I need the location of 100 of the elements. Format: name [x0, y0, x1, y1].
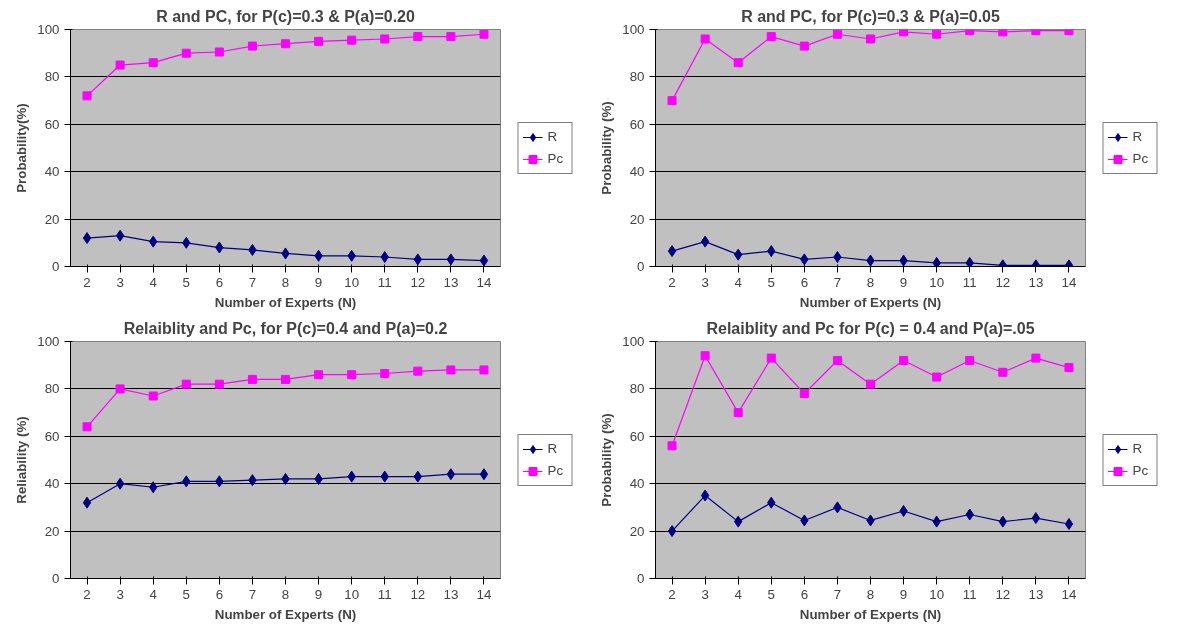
chart-title: Relaiblity and Pc, for P(c)=0.4 and P(a)=0.2 — [123, 319, 448, 337]
point — [667, 441, 677, 451]
point — [932, 29, 942, 39]
y-tick-label: 100 — [622, 334, 645, 349]
x-tick-label: 5 — [767, 274, 775, 290]
x-tick-label: 12 — [995, 586, 1011, 602]
y-tick-label: 0 — [52, 571, 60, 586]
x-tick-label: 10 — [929, 274, 945, 290]
x-tick-label: 4 — [149, 274, 158, 290]
x-tick-label: 3 — [116, 274, 124, 290]
y-axis-title: Probability(%) — [14, 103, 30, 193]
x-tick-label: 4 — [149, 586, 158, 602]
y-tick-label: 60 — [629, 428, 645, 444]
point — [479, 29, 489, 39]
point — [181, 48, 191, 58]
point — [247, 41, 257, 51]
point — [148, 58, 158, 68]
point — [214, 379, 224, 389]
x-tick-label: 7 — [248, 586, 257, 602]
point — [832, 355, 842, 365]
legend-label: R — [1132, 129, 1144, 144]
y-tick-label: 80 — [629, 69, 645, 85]
chart-title: R and PC, for P(c)=0.3 & P(a)=0.20 — [156, 7, 415, 25]
point — [932, 372, 942, 382]
point — [965, 355, 975, 365]
x-tick-label: 11 — [377, 274, 392, 290]
legend-label: Pc — [1132, 463, 1150, 478]
point — [446, 253, 456, 266]
y-tick-label: 100 — [37, 22, 60, 37]
x-tick-label: 5 — [182, 274, 190, 290]
chart-title: Relaiblity and Pc for P(c) = 0.4 and P(a)=.05 — [706, 319, 1035, 337]
legend-label: R — [1132, 441, 1144, 456]
point — [115, 477, 125, 490]
point — [115, 229, 125, 242]
y-tick-label: 20 — [44, 523, 60, 539]
point — [998, 29, 1008, 37]
y-tick-label: 80 — [44, 69, 60, 85]
x-tick-label: 10 — [929, 586, 945, 602]
x-tick-label: 4 — [734, 586, 743, 602]
y-tick-label: 0 — [52, 259, 60, 274]
point — [700, 351, 710, 361]
y-tick-label: 40 — [629, 164, 645, 180]
legend-label: Pc — [1132, 151, 1150, 166]
point — [314, 370, 324, 380]
x-tick-label: 13 — [1028, 586, 1044, 602]
point — [866, 34, 875, 44]
x-tick-label: 3 — [701, 586, 709, 602]
point — [1064, 363, 1074, 373]
point — [446, 365, 456, 375]
x-tick-label: 9 — [899, 274, 908, 290]
x-tick-label: 12 — [410, 274, 426, 290]
point — [413, 366, 423, 376]
y-tick-label: 0 — [637, 571, 645, 586]
point — [866, 379, 875, 389]
point — [832, 29, 842, 39]
point — [281, 374, 290, 384]
x-tick-label: 7 — [248, 274, 257, 290]
y-tick-label: 40 — [44, 164, 60, 180]
y-tick-label: 40 — [44, 476, 60, 492]
y-tick-label: 0 — [637, 259, 645, 274]
chart-title: R and PC, for P(c)=0.3 & P(a)=0.05 — [741, 7, 1000, 25]
y-axis-title: Probability (%) — [599, 413, 615, 507]
point — [1031, 29, 1041, 36]
legend-label: Pc — [547, 151, 565, 166]
y-tick-label: 100 — [622, 22, 645, 37]
x-tick-label: 9 — [314, 586, 323, 602]
point — [347, 370, 357, 380]
point — [479, 254, 489, 267]
y-tick-label: 20 — [629, 523, 645, 539]
point — [479, 468, 489, 481]
x-tick-label: 4 — [734, 274, 743, 290]
x-tick-label: 8 — [281, 274, 290, 290]
x-tick-label: 14 — [1061, 274, 1077, 290]
point — [799, 41, 809, 51]
point — [1064, 29, 1074, 36]
point — [446, 468, 456, 481]
x-tick-label: 14 — [476, 274, 492, 290]
y-tick-label: 60 — [629, 116, 645, 132]
point — [380, 34, 390, 44]
x-axis-title: Number of Experts (N) — [799, 606, 942, 622]
x-tick-label: 10 — [344, 274, 360, 290]
point — [899, 29, 909, 37]
point — [82, 232, 92, 245]
y-tick-label: 80 — [44, 381, 60, 397]
point — [700, 34, 710, 44]
legend-label: R — [547, 441, 559, 456]
x-axis-title: Number of Experts (N) — [214, 294, 357, 310]
x-tick-label: 6 — [215, 586, 224, 602]
x-tick-label: 2 — [668, 274, 676, 290]
point — [413, 32, 423, 42]
x-tick-label: 7 — [833, 586, 842, 602]
x-tick-label: 11 — [377, 586, 392, 602]
x-axis-title: Number of Experts (N) — [799, 294, 942, 310]
x-tick-label: 2 — [83, 274, 91, 290]
point — [380, 368, 390, 378]
point — [667, 525, 677, 538]
point — [700, 489, 710, 502]
point — [82, 422, 92, 432]
point — [82, 496, 92, 509]
x-tick-label: 11 — [962, 274, 977, 290]
